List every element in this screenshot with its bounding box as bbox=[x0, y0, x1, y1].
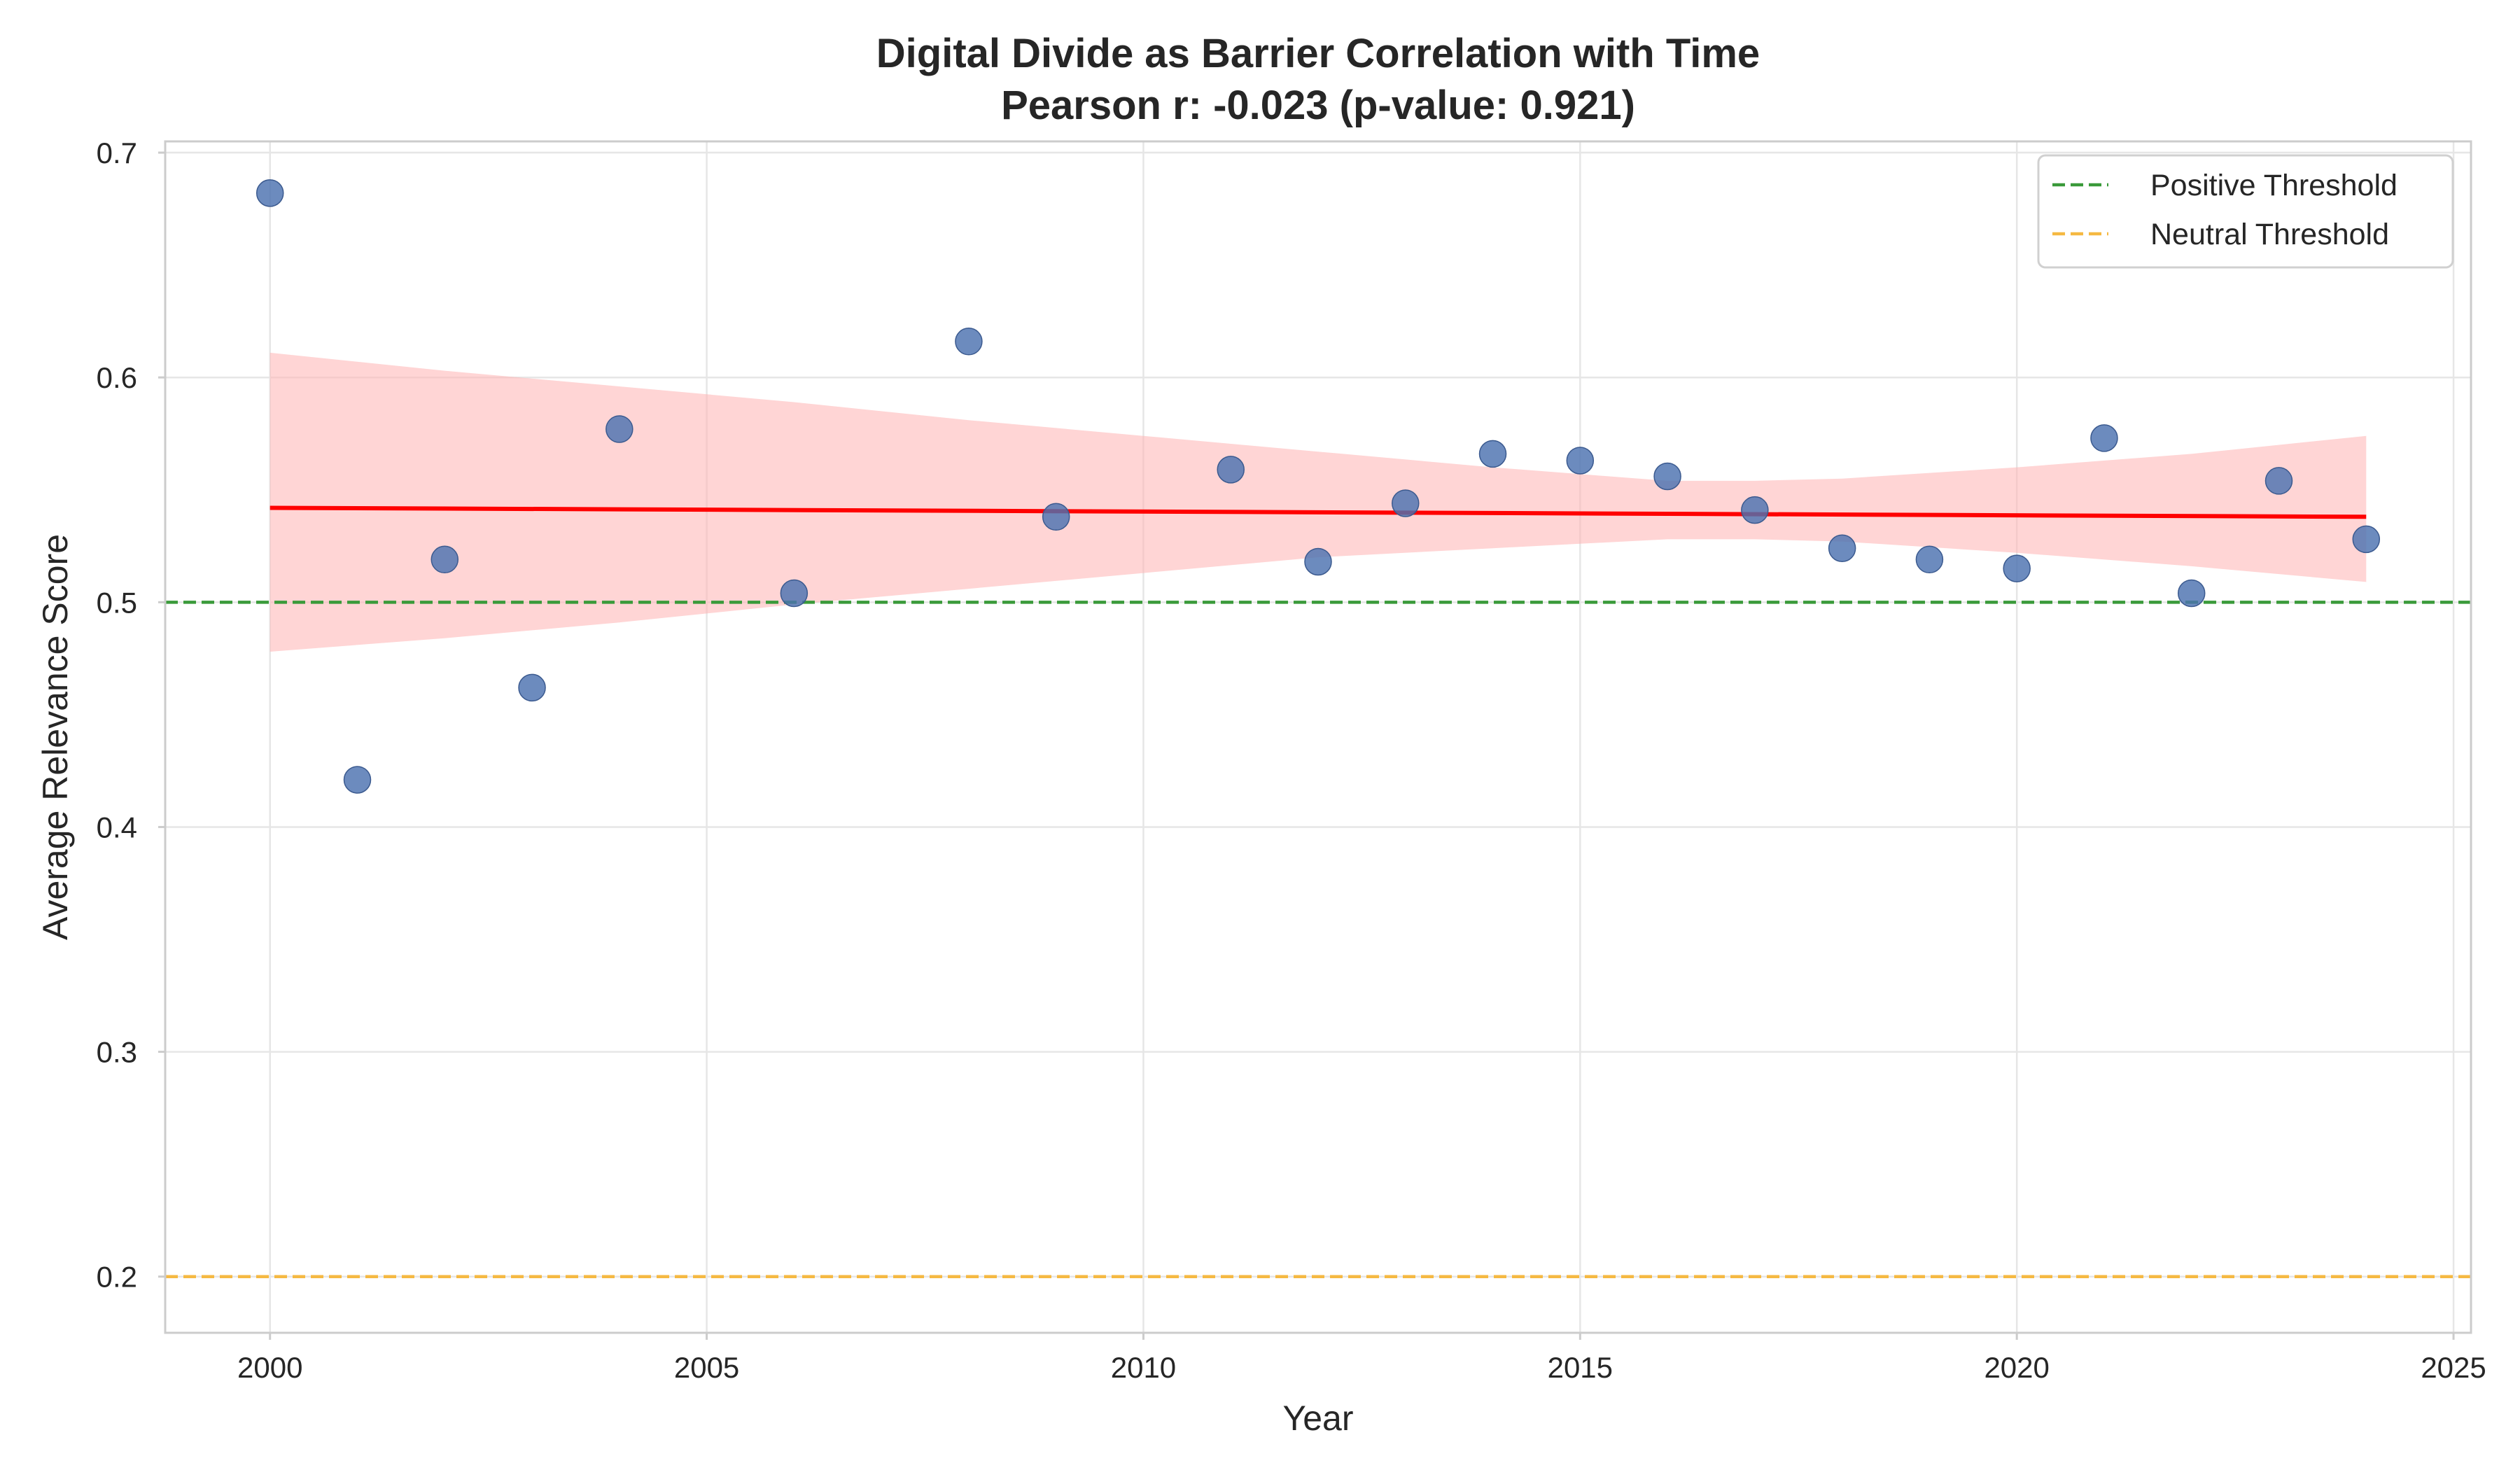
x-axis-ticks: 2000 2005 2010 2015 2020 2025 bbox=[237, 1333, 2486, 1384]
x-tick-label: 2000 bbox=[237, 1351, 302, 1384]
x-tick-label: 2015 bbox=[1548, 1351, 1613, 1384]
data-point bbox=[1217, 456, 1245, 484]
y-tick-label: 0.2 bbox=[97, 1261, 137, 1294]
data-points bbox=[255, 179, 2381, 794]
data-point bbox=[1566, 447, 1595, 475]
y-axis-ticks: 0.2 0.3 0.4 0.5 0.6 0.7 bbox=[97, 136, 165, 1294]
data-point bbox=[1478, 440, 1507, 468]
threshold-lines bbox=[165, 601, 2471, 1278]
data-point bbox=[780, 579, 808, 608]
legend: Positive Threshold Neutral Threshold bbox=[2037, 154, 2454, 269]
plot-frame bbox=[164, 140, 2472, 1334]
data-point bbox=[255, 179, 284, 207]
data-point bbox=[343, 766, 372, 794]
data-point bbox=[2264, 467, 2293, 495]
legend-label-positive-threshold: Positive Threshold bbox=[2150, 169, 2398, 202]
confidence-band bbox=[270, 352, 2367, 652]
chart-subtitle: Pearson r: -0.023 (p-value: 0.921) bbox=[1001, 83, 1635, 128]
data-point bbox=[1042, 503, 1070, 531]
data-point bbox=[2352, 525, 2381, 554]
data-point bbox=[606, 415, 634, 443]
y-tick-label: 0.6 bbox=[97, 361, 137, 394]
x-axis-label: Year bbox=[1282, 1399, 1353, 1438]
regression-line bbox=[270, 505, 2367, 519]
y-axis-label: Average Relevance Score bbox=[36, 534, 75, 940]
x-tick-label: 2010 bbox=[1111, 1351, 1176, 1384]
data-point bbox=[1828, 534, 1856, 562]
x-tick-label: 2025 bbox=[2421, 1351, 2486, 1384]
data-point bbox=[518, 673, 546, 702]
x-tick-label: 2020 bbox=[1984, 1351, 2049, 1384]
y-tick-label: 0.3 bbox=[97, 1036, 137, 1069]
data-point bbox=[1304, 547, 1332, 576]
x-tick-label: 2005 bbox=[674, 1351, 739, 1384]
chart-title: Digital Divide as Barrier Correlation wi… bbox=[876, 31, 1760, 76]
data-point bbox=[2177, 579, 2206, 608]
y-tick-label: 0.5 bbox=[97, 586, 137, 619]
data-point bbox=[2090, 424, 2118, 452]
y-tick-label: 0.4 bbox=[97, 811, 137, 844]
data-point bbox=[430, 545, 459, 574]
legend-label-neutral-threshold: Neutral Threshold bbox=[2150, 218, 2389, 251]
data-point bbox=[2003, 554, 2031, 582]
data-point bbox=[1653, 462, 1681, 491]
confidence-band-area bbox=[270, 352, 2367, 652]
data-point bbox=[1392, 489, 1420, 517]
y-tick-label: 0.7 bbox=[97, 136, 137, 169]
data-point bbox=[1915, 545, 1944, 574]
trend-line bbox=[270, 505, 2367, 519]
data-point bbox=[1741, 496, 1769, 524]
data-point bbox=[955, 328, 983, 356]
legend-box bbox=[2037, 154, 2454, 269]
